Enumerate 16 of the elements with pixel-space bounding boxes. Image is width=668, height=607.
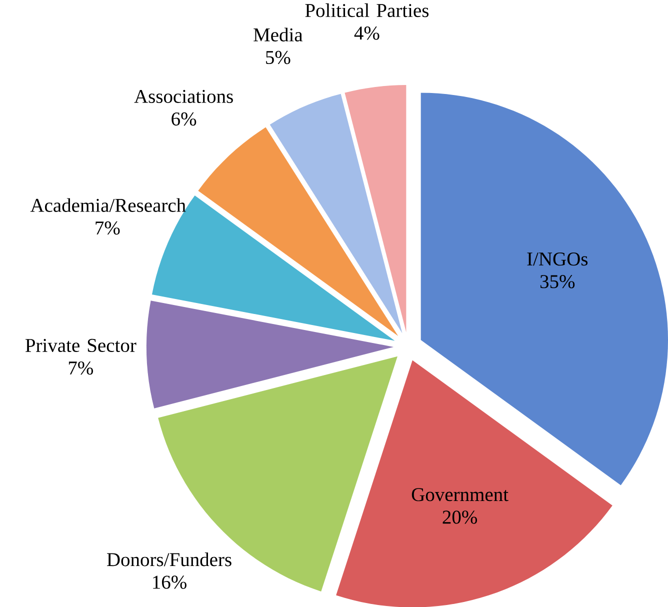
data-label: 6% (172, 112, 196, 126)
slice-label: I/NGOs (527, 252, 588, 266)
data-label: 5% (266, 50, 290, 64)
slice-label: Private Sector (25, 338, 136, 352)
data-label: 7% (96, 221, 120, 234)
slice-label: Donors/Funders (107, 552, 232, 566)
data-label: 35% (540, 274, 575, 288)
slice-label: Academia/Research (30, 198, 186, 212)
data-label: 16% (153, 575, 186, 589)
data-label: 4% (354, 26, 380, 40)
data-label: 7% (68, 361, 93, 374)
data-label: 20% (442, 510, 477, 524)
slice-label: Government (412, 488, 508, 501)
slice-label: Associations (134, 90, 233, 103)
slice-label: Political Parties (305, 3, 429, 17)
slice-label: Media (254, 28, 303, 42)
